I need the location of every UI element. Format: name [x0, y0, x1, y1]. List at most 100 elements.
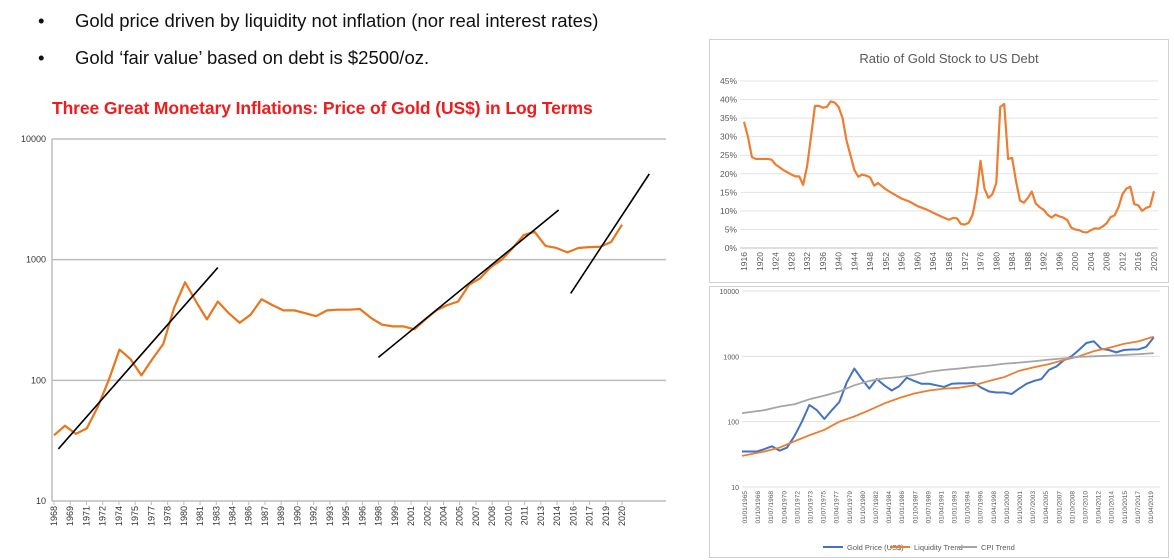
series-line-liquidity	[741, 335, 1155, 457]
legend-label: Gold Price (US$)	[847, 543, 904, 552]
x-tick-label: 01/01/1972	[794, 491, 801, 524]
y-tick-label: 20%	[720, 169, 737, 179]
x-tick-label: 01/04/1977	[834, 491, 841, 524]
x-tick-label: 01/01/1965	[742, 491, 749, 524]
y-tick-label: 100	[727, 420, 739, 427]
x-tick-label: 01/04/1991	[938, 491, 945, 524]
x-tick-label: 1983	[211, 506, 221, 526]
x-tick-label: 1976	[976, 252, 986, 271]
legend-label: CPI Trend	[981, 543, 1015, 552]
gold-price-line	[53, 224, 623, 437]
x-tick-label: 2016	[568, 506, 578, 526]
bullet-text: Gold ‘fair value’ based on debt is $2500…	[75, 47, 430, 68]
ratio-chart-frame	[709, 39, 1169, 283]
x-tick-label: 1999	[390, 506, 400, 526]
trend-line	[377, 209, 560, 358]
x-tick-label: 1984	[228, 506, 238, 526]
x-tick-label: 01/10/1973	[807, 491, 814, 524]
x-tick-label: 1972	[960, 252, 970, 271]
x-tick-label: 1984	[1007, 252, 1017, 271]
x-tick-label: 01/07/1989	[925, 491, 932, 524]
x-tick-label: 1988	[1023, 252, 1033, 271]
x-tick-label: 2020	[617, 506, 627, 526]
x-tick-label: 2004	[438, 506, 448, 526]
x-tick-label: 1986	[244, 506, 254, 526]
x-tick-label: 1974	[114, 506, 124, 526]
series-line-cpi	[741, 352, 1154, 415]
x-tick-label: 1980	[179, 506, 189, 526]
series-line-gold	[742, 336, 1155, 453]
x-tick-label: 2010	[503, 506, 513, 526]
x-tick-label: 1995	[341, 506, 351, 526]
x-tick-label: 1968	[49, 506, 59, 526]
x-tick-label: 2019	[601, 506, 611, 526]
y-tick-label: 1000	[723, 354, 739, 361]
x-tick-label: 2017	[585, 506, 595, 526]
x-tick-label: 1987	[260, 506, 270, 526]
x-tick-label: 01/01/2007	[1056, 491, 1063, 524]
x-tick-label: 01/04/1984	[886, 491, 893, 524]
x-tick-label: 1956	[897, 252, 907, 271]
x-tick-label: 2008	[487, 506, 497, 526]
y-tick-label: 45%	[720, 76, 737, 86]
x-tick-label: 2011	[520, 506, 530, 525]
x-tick-label: 2014	[552, 506, 562, 526]
x-tick-label: 2007	[471, 506, 481, 526]
x-tick-label: 01/04/2012	[1096, 491, 1103, 524]
x-tick-label: 01/01/2000	[1004, 491, 1011, 524]
y-tick-label: 100	[31, 375, 46, 385]
x-tick-label: 1990	[292, 506, 302, 526]
y-tick-label: 10000	[21, 134, 46, 144]
x-tick-label: 01/07/2017	[1135, 491, 1142, 524]
x-tick-label: 1975	[130, 506, 140, 526]
x-tick-label: 01/04/1998	[991, 491, 998, 524]
x-tick-label: 1944	[849, 252, 859, 271]
x-tick-label: 2000	[1070, 252, 1080, 271]
y-tick-label: 10000	[720, 289, 740, 296]
x-tick-label: 01/10/2008	[1069, 491, 1076, 524]
x-tick-label: 1924	[771, 252, 781, 271]
x-tick-label: 2016	[1133, 252, 1143, 271]
x-tick-label: 1977	[146, 506, 156, 526]
main-chart-title: Three Great Monetary Inflations: Price o…	[52, 98, 593, 118]
x-tick-label: 1916	[739, 252, 749, 271]
x-tick-label: 01/10/1994	[965, 491, 972, 524]
ratio-line	[742, 100, 1156, 234]
x-tick-label: 01/01/1986	[899, 491, 906, 524]
x-tick-label: 1964	[928, 252, 938, 271]
x-tick-label: 1993	[325, 506, 335, 526]
x-tick-label: 01/07/2003	[1030, 491, 1037, 524]
x-tick-label: 1940	[834, 252, 844, 271]
trend-line	[57, 267, 219, 450]
x-tick-label: 01/07/2010	[1083, 491, 1090, 524]
x-tick-label: 1932	[802, 252, 812, 271]
y-tick-label: 40%	[720, 95, 737, 105]
x-tick-label: 1928	[786, 252, 796, 271]
x-tick-label: 2012	[1117, 252, 1127, 271]
x-tick-label: 1978	[163, 506, 173, 526]
x-tick-label: 2001	[406, 506, 416, 526]
x-tick-label: 2008	[1102, 252, 1112, 271]
bullet-text: Gold price driven by liquidity not infla…	[75, 10, 599, 31]
x-tick-label: 1996	[357, 506, 367, 526]
x-tick-label: 2004	[1086, 252, 1096, 271]
y-tick-label: 10	[731, 485, 739, 492]
x-tick-label: 1996	[1054, 252, 1064, 271]
x-tick-label: 1989	[276, 506, 286, 526]
x-tick-label: 1972	[98, 506, 108, 526]
y-tick-label: 1000	[26, 255, 46, 265]
x-tick-label: 1969	[65, 506, 75, 526]
x-tick-label: 01/10/2001	[1017, 491, 1024, 524]
x-tick-label: 1992	[1039, 252, 1049, 271]
x-tick-label: 01/10/1966	[755, 491, 762, 524]
bullet-dot: •	[38, 10, 45, 31]
ratio-chart-title: Ratio of Gold Stock to US Debt	[859, 51, 1039, 66]
x-tick-label: 01/07/1975	[821, 491, 828, 524]
x-tick-label: 1992	[309, 506, 319, 526]
x-tick-label: 2013	[536, 506, 546, 526]
x-tick-label: 1968	[944, 252, 954, 271]
trend-line	[569, 173, 650, 294]
bullet-dot: •	[38, 47, 45, 68]
x-tick-label: 1936	[818, 252, 828, 271]
